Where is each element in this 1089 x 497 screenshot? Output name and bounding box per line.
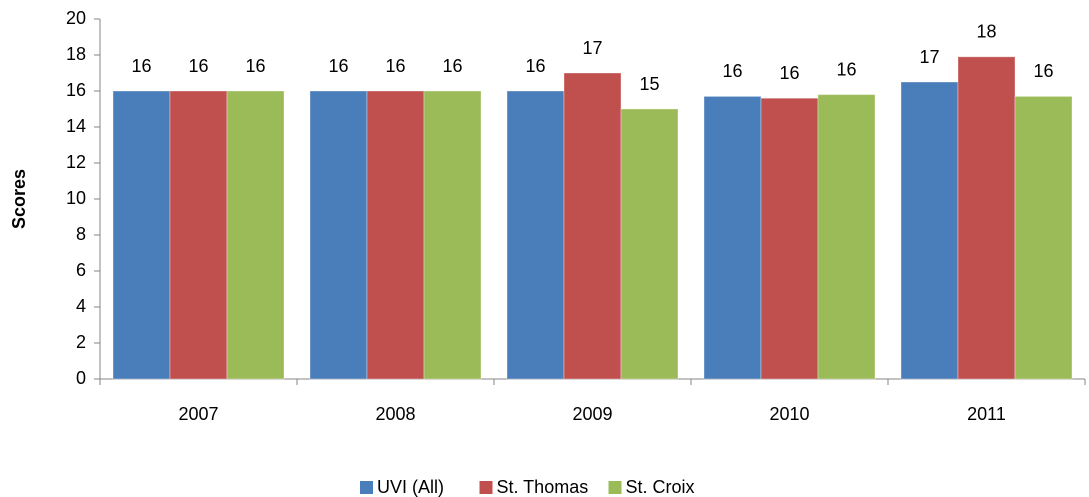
bar xyxy=(366,90,425,380)
y-tick-label: 20 xyxy=(66,8,86,28)
data-label: 16 xyxy=(131,56,151,76)
bar xyxy=(226,90,285,380)
data-label: 16 xyxy=(525,56,545,76)
legend-label: St. Thomas xyxy=(497,477,589,497)
y-tick-label: 18 xyxy=(66,44,86,64)
data-label: 16 xyxy=(722,61,742,81)
bar xyxy=(423,90,482,380)
y-tick-label: 10 xyxy=(66,188,86,208)
data-label: 16 xyxy=(245,56,265,76)
x-tick-label: 2009 xyxy=(572,404,612,424)
data-label: 16 xyxy=(442,56,462,76)
y-tick-label: 14 xyxy=(66,116,86,136)
legend-swatch xyxy=(360,481,373,494)
data-label: 16 xyxy=(1033,61,1053,81)
bar xyxy=(620,108,679,380)
bar xyxy=(563,72,622,380)
bar xyxy=(957,56,1016,380)
legend-swatch xyxy=(608,481,622,494)
x-tick-label: 2007 xyxy=(178,404,218,424)
legend-swatch xyxy=(479,481,493,494)
y-tick-label: 8 xyxy=(76,224,86,244)
y-tick-label: 16 xyxy=(66,80,86,100)
bar xyxy=(506,90,565,380)
bar xyxy=(1014,95,1073,380)
data-label: 17 xyxy=(919,47,939,67)
x-tick-label: 2010 xyxy=(769,404,809,424)
bar xyxy=(309,90,368,380)
bar xyxy=(112,90,171,380)
bar xyxy=(900,81,959,380)
legend-label: UVI (All) xyxy=(377,477,444,497)
y-axis-label: Scores xyxy=(9,169,29,229)
data-label: 18 xyxy=(976,22,996,42)
data-label: 16 xyxy=(328,56,348,76)
bar xyxy=(703,95,762,380)
data-label: 15 xyxy=(639,74,659,94)
data-label: 16 xyxy=(779,63,799,83)
bar xyxy=(760,97,819,380)
x-tick-label: 2008 xyxy=(375,404,415,424)
y-tick-label: 6 xyxy=(76,260,86,280)
bar xyxy=(817,94,876,380)
data-label: 16 xyxy=(385,56,405,76)
y-tick-label: 4 xyxy=(76,296,86,316)
data-label: 16 xyxy=(836,59,856,79)
y-tick-label: 2 xyxy=(76,332,86,352)
bar xyxy=(169,90,228,380)
y-tick-label: 12 xyxy=(66,152,86,172)
data-label: 17 xyxy=(582,38,602,58)
legend-label: St. Croix xyxy=(626,477,695,497)
y-tick-label: 0 xyxy=(76,368,86,388)
data-label: 16 xyxy=(188,56,208,76)
x-tick-label: 2011 xyxy=(967,404,1006,424)
